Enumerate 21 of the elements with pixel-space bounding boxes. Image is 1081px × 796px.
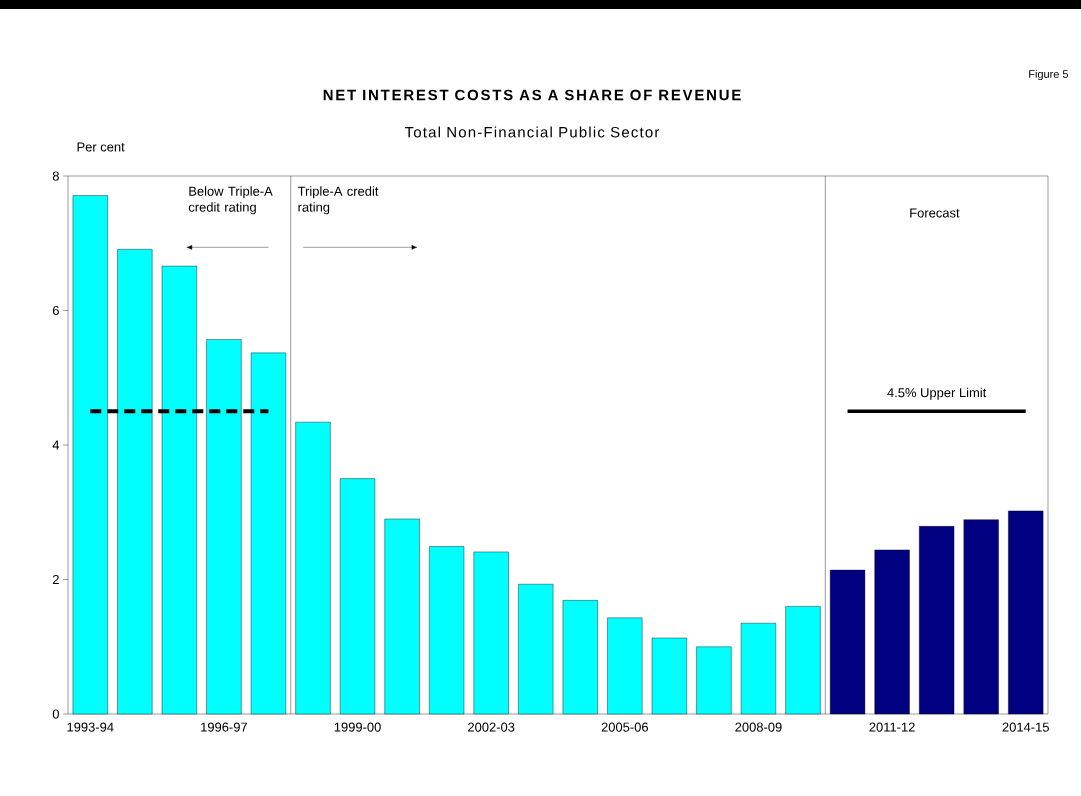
x-tick-label: 2005-06 — [601, 722, 649, 732]
y-tick-label: 6 — [52, 305, 59, 316]
y-tick-label: 8 — [52, 171, 59, 181]
x-tick-label: 2011-12 — [869, 722, 915, 732]
chart-title: NET INTEREST COSTS AS A SHARE OF REVENUE — [323, 89, 741, 101]
x-tick-label: 2014-15 — [1002, 722, 1049, 732]
x-tick-label: 1996-97 — [201, 722, 248, 732]
y-axis-title: Per cent — [77, 142, 125, 152]
annotation: Forecast — [910, 208, 960, 218]
x-tick-label: 2008-09 — [735, 722, 782, 732]
annotation: Below Triple-A credit rating — [188, 186, 273, 215]
caption: Figure 5 — [1029, 69, 1069, 81]
x-tick-label: 1993-94 — [67, 722, 114, 732]
x-tick-label: 1999-00 — [334, 722, 381, 732]
y-tick-label: 4 — [52, 440, 60, 450]
x-tick-label: 2002-03 — [468, 722, 515, 732]
annotation: Triple-A credit rating — [297, 186, 379, 215]
chart-subtitle: Total Non-Financial Public Sector — [404, 126, 660, 138]
annotation: 4.5% Upper Limit — [887, 387, 987, 400]
y-tick-label: 0 — [52, 709, 59, 719]
y-tick-label: 2 — [52, 574, 59, 585]
